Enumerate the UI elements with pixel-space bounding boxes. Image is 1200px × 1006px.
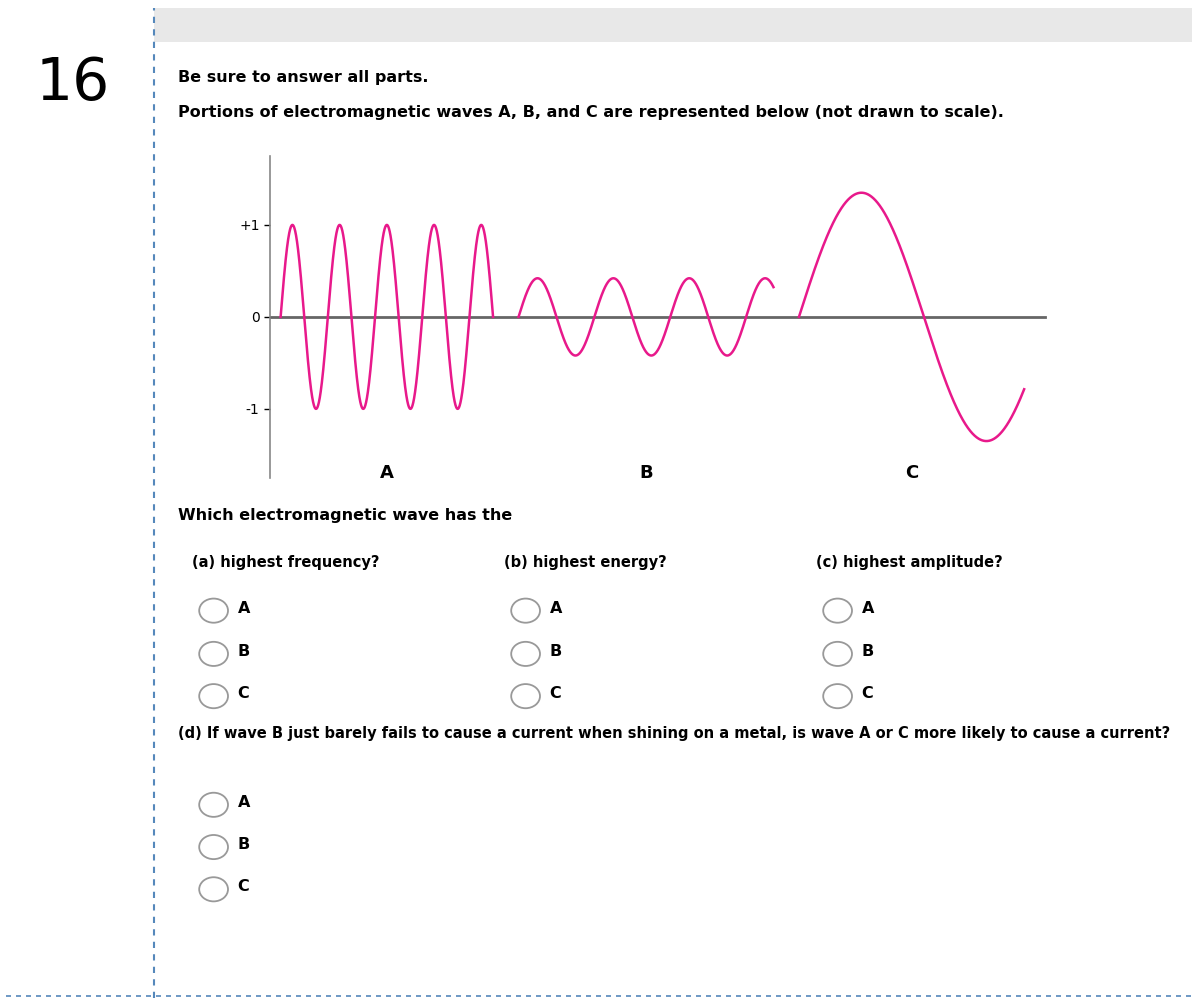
Text: B: B [238, 837, 250, 852]
Text: A: A [238, 601, 250, 616]
Text: C: C [238, 879, 250, 894]
Text: A: A [380, 464, 394, 482]
Text: C: C [862, 686, 874, 701]
Text: (b) highest energy?: (b) highest energy? [504, 555, 667, 570]
Text: Portions of electromagnetic waves A, B, and C are represented below (not drawn t: Portions of electromagnetic waves A, B, … [178, 105, 1003, 120]
Text: (c) highest amplitude?: (c) highest amplitude? [816, 555, 1003, 570]
Text: B: B [238, 644, 250, 659]
Text: Be sure to answer all parts.: Be sure to answer all parts. [178, 70, 428, 86]
Text: A: A [862, 601, 874, 616]
Text: C: C [905, 464, 918, 482]
Text: C: C [238, 686, 250, 701]
Text: B: B [550, 644, 562, 659]
Text: Which electromagnetic wave has the: Which electromagnetic wave has the [178, 508, 512, 523]
Text: A: A [238, 795, 250, 810]
Text: (a) highest frequency?: (a) highest frequency? [192, 555, 379, 570]
Text: B: B [862, 644, 874, 659]
Text: (d) If wave B just barely fails to cause a current when shining on a metal, is w: (d) If wave B just barely fails to cause… [178, 726, 1170, 741]
Text: C: C [550, 686, 562, 701]
Text: B: B [640, 464, 653, 482]
Text: 16: 16 [36, 55, 110, 113]
Text: A: A [550, 601, 562, 616]
